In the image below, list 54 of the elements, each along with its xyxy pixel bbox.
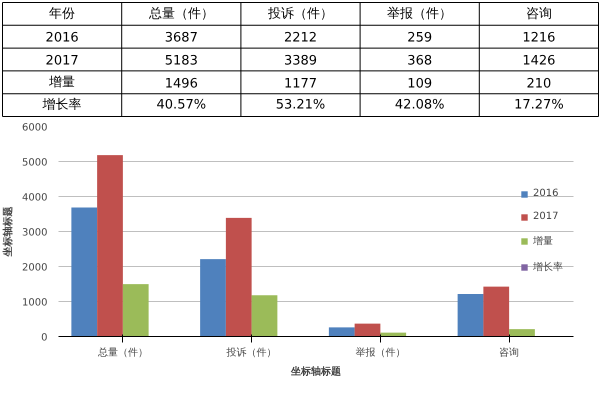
bar — [226, 218, 252, 336]
x-tick-label: 投诉（件） — [226, 346, 277, 358]
data-label: 3687 — [164, 30, 198, 46]
bar — [483, 286, 510, 336]
bar — [354, 324, 380, 336]
legend-label: 增量 — [533, 235, 553, 248]
x-axis-title: 坐标轴标题 — [290, 366, 341, 378]
bar — [458, 294, 484, 336]
y-axis-title: 坐标轴标题 — [2, 206, 14, 258]
data-label: 17.27% — [514, 98, 564, 113]
bar — [200, 259, 226, 336]
data-label: 5183 — [164, 54, 198, 68]
y-tick-label: 5000 — [22, 158, 48, 168]
data-label: 210 — [526, 76, 552, 92]
category-label: 举报（件） — [387, 6, 452, 22]
data-label: 259 — [407, 30, 432, 46]
text: 年份 — [49, 6, 76, 22]
legend-label: 2016 — [533, 188, 558, 199]
y-tick-label: 6000 — [22, 122, 48, 134]
data-label: 1496 — [164, 76, 198, 92]
x-tick-label: 总量（件） — [96, 346, 148, 358]
y-tick-label: 0 — [41, 332, 48, 344]
data-label: 109 — [407, 76, 432, 92]
data-label: 2212 — [284, 30, 318, 46]
y-tick-label: 4000 — [22, 192, 48, 204]
x-tick-label: 举报（件） — [355, 346, 406, 358]
category-label: 投诉（件） — [268, 6, 333, 22]
bar — [97, 155, 123, 336]
data-label: 1216 — [522, 30, 556, 46]
text: 2017 — [46, 54, 79, 68]
legend-label: 2017 — [533, 211, 558, 222]
y-tick-label: 3000 — [22, 228, 48, 238]
bar — [380, 332, 406, 336]
x-tick-label: 咨询 — [499, 346, 520, 358]
y-tick-label: 1000 — [22, 298, 48, 308]
data-label: 53.21% — [276, 98, 326, 113]
data-label: 368 — [407, 54, 432, 68]
category-label: 咨询 — [526, 6, 552, 22]
data-label: 3389 — [284, 54, 318, 68]
category-label: 总量（件） — [148, 6, 214, 22]
bar — [252, 295, 278, 336]
bar — [509, 329, 535, 336]
legend-label: 增长率 — [533, 260, 563, 274]
y-tick-label: 2000 — [22, 262, 48, 274]
data-label: 1177 — [284, 76, 318, 92]
bar — [122, 284, 149, 336]
text: 增量 — [49, 74, 76, 90]
text: 增长率 — [42, 98, 82, 113]
data-label: 40.57% — [156, 98, 206, 113]
data-label: 42.08% — [394, 98, 444, 113]
bar — [328, 327, 355, 336]
data-label: 1426 — [522, 54, 556, 68]
bar — [71, 207, 98, 336]
text: 2016 — [46, 30, 79, 46]
